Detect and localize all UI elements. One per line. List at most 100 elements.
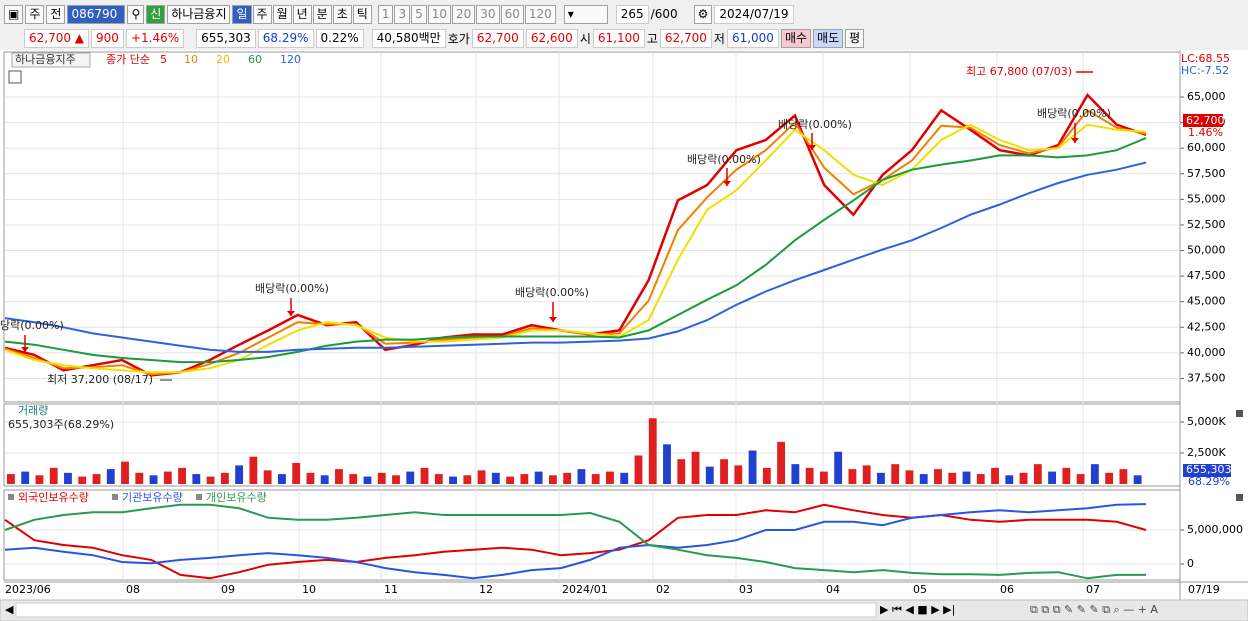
volume-bar <box>1090 464 1099 484</box>
annotation: 배당락(0.00%) <box>1037 107 1111 120</box>
volume-bar <box>805 467 814 484</box>
legend-swatch <box>112 494 118 500</box>
volume-bar <box>335 469 343 484</box>
interval-button[interactable]: 3 <box>394 4 411 24</box>
search-button[interactable]: ⚲ <box>127 4 145 24</box>
volume-bar <box>506 476 515 484</box>
x-tick-label: 04 <box>826 583 840 596</box>
volume-bar <box>363 476 372 484</box>
volume-bar <box>449 476 457 484</box>
period-button[interactable]: 주 <box>252 4 272 24</box>
annotation: 최저 37,200 (08/17) <box>47 373 153 386</box>
y-tick-label: 2,500K <box>1187 446 1226 459</box>
x-tick-label: 2023/06 <box>5 583 51 596</box>
market-select[interactable]: 주 <box>25 4 45 24</box>
interval-button[interactable]: 30 <box>476 4 500 24</box>
date-input[interactable]: 2024/07/19 <box>714 4 794 24</box>
rate: +1.46% <box>125 28 185 48</box>
tool-icons: ⧉ ⧉ ⧉ ✎ ✎ ✎ ⧉ ⌕ — + A <box>1030 603 1158 616</box>
interval-button[interactable]: 120 <box>524 4 556 24</box>
period-button[interactable]: 분 <box>312 4 332 24</box>
arrow-head <box>549 317 557 322</box>
quote-bar: 62,700 ▲ 900 +1.46% 655,303 68.29% 0.22%… <box>0 27 1248 49</box>
annotation: 최고 67,800 (07/03) <box>966 65 1072 78</box>
period-button[interactable]: 일 <box>232 4 252 24</box>
intervals: 1 3 5 10 20 30 60 120 <box>377 4 556 24</box>
volume-bar <box>648 418 657 484</box>
arrow-head <box>808 145 816 150</box>
volume-bar <box>249 456 258 484</box>
chart-title: 하나금융지주 <box>15 52 76 66</box>
label: 시 <box>579 31 591 46</box>
volume-bar <box>591 474 600 484</box>
volume-bar <box>192 474 201 484</box>
legend-entry: 기관보유수량 <box>122 491 183 504</box>
x-tick-label: 06 <box>1000 583 1014 596</box>
volume-bar <box>491 472 500 484</box>
prev-button[interactable]: 전 <box>46 4 66 24</box>
interval-button[interactable]: 20 <box>452 4 476 24</box>
volume-bar <box>620 472 629 484</box>
count[interactable]: 265 <box>615 4 649 24</box>
y-tick-label: 0 <box>1187 557 1194 570</box>
dropdown[interactable]: ▾ <box>563 4 608 24</box>
volume-bar <box>862 465 871 484</box>
legend-entry: 60 <box>248 53 262 66</box>
volume-bar <box>106 469 115 484</box>
volume-bar <box>819 471 828 484</box>
volume-bar <box>1076 474 1085 484</box>
volume-bar <box>220 472 229 484</box>
volume-bar <box>1133 475 1142 484</box>
label: 고 <box>646 31 658 46</box>
interval-button[interactable]: 10 <box>427 4 452 24</box>
tool-button[interactable]: ⚙ <box>693 4 713 24</box>
volume-bar <box>1119 469 1128 484</box>
x-tick-label: 11 <box>384 583 398 596</box>
buy-button[interactable]: 매수 <box>780 28 812 48</box>
period-button[interactable]: 틱 <box>352 4 372 24</box>
label: 호가 <box>447 31 470 46</box>
volume-bar <box>877 472 885 484</box>
bid: 62,600 <box>525 28 578 48</box>
icon <box>8 70 22 84</box>
x-tick-label: 09 <box>221 583 235 596</box>
annotation: 배당락(0.00%) <box>687 153 761 166</box>
annotation: 당락(0.00%) <box>0 319 64 332</box>
y-tick-label: 50,000 <box>1187 244 1226 257</box>
volume-bar <box>463 475 472 484</box>
period-button[interactable]: 초 <box>332 4 352 24</box>
x-tick-label: 07 <box>1086 583 1100 596</box>
volume-bar <box>92 474 101 484</box>
volume-bar <box>121 461 129 484</box>
volume-bar <box>263 470 272 484</box>
legend-swatch <box>8 494 14 500</box>
avg-button[interactable]: 평 <box>845 28 865 48</box>
interval-button[interactable]: 1 <box>377 4 394 24</box>
y-tick-label: 52,500 <box>1187 218 1226 231</box>
last-volume: 655,303 <box>1186 463 1232 476</box>
pane <box>3 403 1181 487</box>
volume-bar <box>1019 472 1028 484</box>
period-button[interactable]: 년 <box>292 4 312 24</box>
annotation: 배당락(0.00%) <box>515 286 589 299</box>
interval-button[interactable]: 5 <box>411 4 427 24</box>
icon-button[interactable]: ▣ <box>4 4 24 24</box>
code-input[interactable]: 086790 <box>67 4 126 24</box>
sell-button[interactable]: 매도 <box>813 28 844 48</box>
volume-bar <box>934 469 942 484</box>
turnover: 0.22% <box>315 28 364 48</box>
interval-button[interactable]: 60 <box>500 4 524 24</box>
legend-entry: 외국인보유수량 <box>18 491 89 504</box>
volume-bar <box>691 451 700 484</box>
volume-bar <box>720 459 728 484</box>
period-button[interactable]: 월 <box>272 4 292 24</box>
x-tick-label: 02 <box>656 583 670 596</box>
pane <box>3 51 1181 403</box>
volume-bar <box>520 474 529 484</box>
y-tick-label: 40,000 <box>1187 346 1226 359</box>
volume-bar <box>292 462 301 484</box>
volume-bar <box>377 472 386 484</box>
volume-bar <box>848 469 857 484</box>
